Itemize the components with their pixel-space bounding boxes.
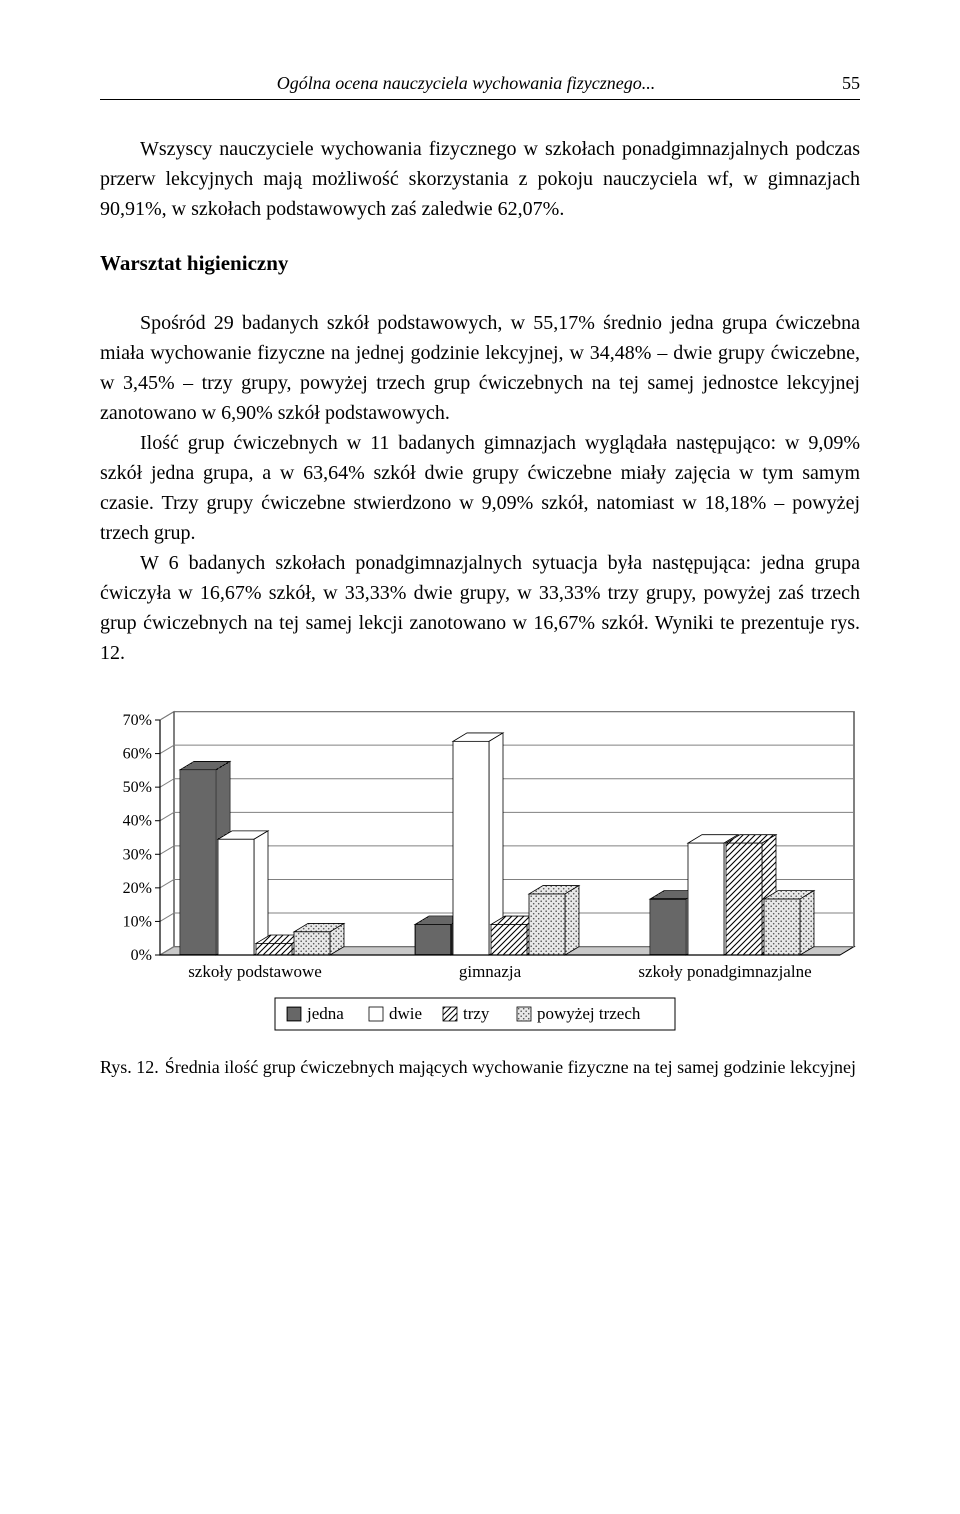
svg-text:60%: 60% [123,745,152,762]
caption-text: Średnia ilość grup ćwiczebnych mających … [165,1054,860,1081]
paragraph-2: Ilość grup ćwiczebnych w 11 badanych gim… [100,428,860,548]
caption-label: Rys. 12. [100,1054,159,1081]
section-heading: Warsztat higieniczny [100,248,860,280]
bar-chart-svg: 0% 10% 20% 30% 40% 50% 60% 70% szkoły podstawowe… [100,710,860,1040]
svg-text:gimnazja: gimnazja [459,962,522,981]
svg-text:30%: 30% [123,846,152,863]
svg-text:jedna: jedna [306,1004,344,1023]
running-header: Ogólna ocena nauczyciela wychowania fizy… [100,70,860,100]
svg-text:40%: 40% [123,812,152,829]
figure-caption: Rys. 12. Średnia ilość grup ćwiczebnych … [100,1054,860,1081]
svg-text:szkoły podstawowe: szkoły podstawowe [188,962,322,981]
svg-text:trzy: trzy [463,1004,490,1023]
svg-text:0%: 0% [131,947,152,964]
svg-text:powyżej trzech: powyżej trzech [537,1004,641,1023]
svg-text:dwie: dwie [389,1004,422,1023]
running-title: Ogólna ocena nauczyciela wychowania fizy… [100,70,832,97]
paragraph-1: Spośród 29 badanych szkół podstawowych, … [100,308,860,428]
svg-text:20%: 20% [123,879,152,896]
svg-text:70%: 70% [123,712,152,729]
paragraph-3: W 6 badanych szkołach ponadgimnazjalnych… [100,548,860,668]
intro-paragraph: Wszyscy nauczyciele wychowania fizyczneg… [100,134,860,224]
page-number: 55 [842,70,860,97]
svg-text:50%: 50% [123,779,152,796]
svg-text:szkoły ponadgimnazjalne: szkoły ponadgimnazjalne [638,962,811,981]
svg-text:10%: 10% [123,913,152,930]
figure-12-chart: 0% 10% 20% 30% 40% 50% 60% 70% szkoły podstawowe… [100,710,860,1040]
section-body: Spośród 29 badanych szkół podstawowych, … [100,308,860,668]
